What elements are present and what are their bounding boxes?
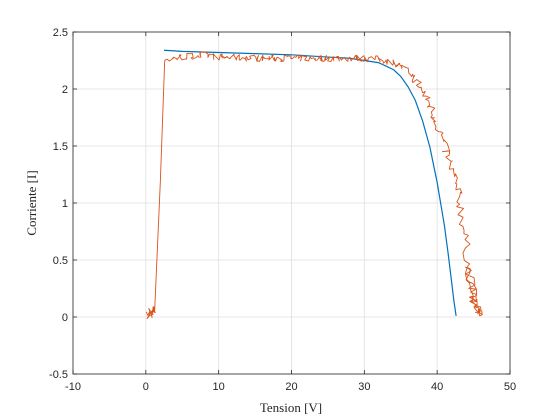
y-axis-title: Corriente [I] xyxy=(24,170,39,235)
x-tick-label: 50 xyxy=(504,381,516,393)
ticks: -10 0 10 20 30 40 50 -0.5 0 0.5 1 1.5 2 2.5 xyxy=(49,27,516,393)
x-tick-label: 40 xyxy=(431,381,443,393)
x-tick-label: -10 xyxy=(65,381,81,393)
y-tick-label: 1 xyxy=(62,198,68,210)
y-tick-label: 2 xyxy=(62,84,68,96)
x-axis-title: Tension [V] xyxy=(260,400,322,415)
y-tick-label: 0 xyxy=(62,312,68,324)
measured-curve-line xyxy=(145,51,483,319)
y-tick-label: -0.5 xyxy=(49,369,68,381)
x-tick-label: 20 xyxy=(285,381,297,393)
x-tick-label: 30 xyxy=(358,381,370,393)
series-layer xyxy=(145,49,483,319)
model-curve-line xyxy=(164,49,457,316)
y-tick-label: 0.5 xyxy=(53,255,68,267)
x-tick-label: 10 xyxy=(213,381,225,393)
y-tick-label: 2.5 xyxy=(53,27,68,39)
y-tick-label: 1.5 xyxy=(53,141,68,153)
x-tick-label: 0 xyxy=(143,381,149,393)
